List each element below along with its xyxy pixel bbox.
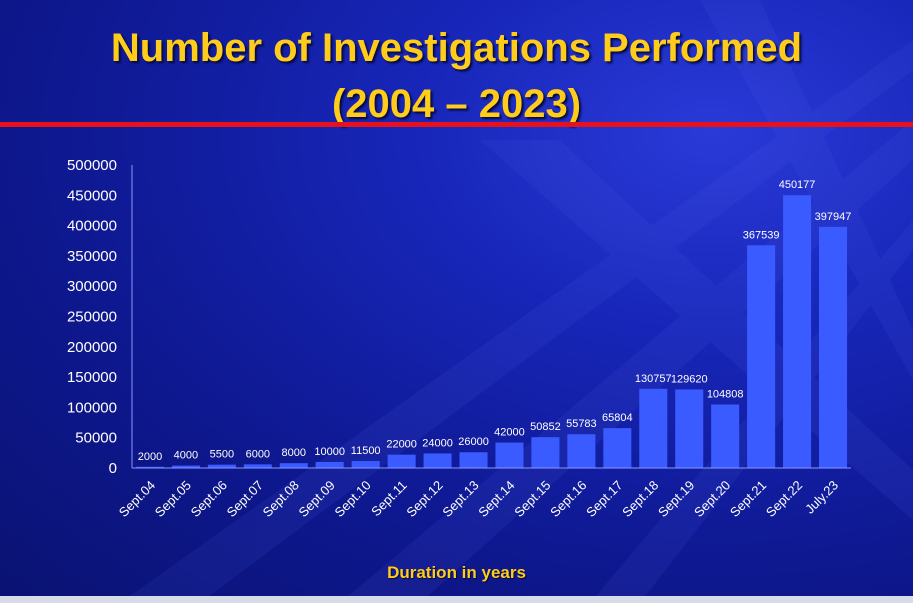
x-tick-label: Sept.21 [727, 478, 769, 520]
data-labels: 2000 4000 5500 6000 8000 10000 11500 22000 24000… [138, 179, 852, 463]
bar [459, 452, 488, 468]
bar [747, 245, 776, 468]
bar [783, 195, 812, 468]
y-tick-label: 200000 [67, 339, 117, 356]
x-tick-label: Sept.08 [260, 478, 302, 520]
bar [135, 466, 164, 468]
x-tick-label: Sept.12 [403, 478, 445, 520]
bar-data-label: 11500 [351, 445, 381, 457]
x-tick-label: Sept.13 [439, 478, 481, 520]
bar [207, 464, 236, 468]
bar [315, 461, 344, 468]
x-tick-label: Sept.16 [547, 478, 589, 520]
y-tick-label: 50000 [75, 430, 117, 447]
x-tick-label: Sept.17 [583, 478, 625, 520]
bar-data-label: 8000 [282, 447, 306, 459]
x-tick-label: Sept.18 [619, 478, 661, 520]
bar-data-label: 6000 [246, 448, 270, 460]
x-axis-label: Duration in years [387, 563, 526, 582]
bar [387, 454, 416, 468]
x-tick-label: Sept.05 [152, 478, 194, 520]
bar-data-label: 367539 [743, 229, 780, 241]
bar-data-label: 450177 [779, 179, 816, 191]
x-tick-label: Sept.07 [224, 478, 266, 520]
x-tick-label: Sept.06 [188, 478, 230, 520]
bar [423, 453, 452, 468]
chart-title: Number of Investigations Performed (2004… [0, 20, 913, 132]
y-tick-label: 500000 [67, 157, 117, 174]
bar [675, 389, 704, 468]
x-tick-label: Sept.20 [691, 478, 733, 520]
bar-data-label: 55783 [566, 418, 597, 430]
bar [711, 404, 740, 468]
bar [495, 442, 524, 468]
bar-data-label: 104808 [707, 388, 744, 400]
x-tick-label: Sept.19 [655, 478, 697, 520]
bar-data-label: 4000 [174, 450, 198, 462]
bar [531, 437, 560, 468]
bar-data-label: 5500 [210, 449, 234, 461]
bar [603, 428, 632, 468]
y-tick-label: 250000 [67, 309, 117, 326]
y-tick-label: 100000 [67, 399, 117, 416]
y-axis: 0 50000 100000 150000 200000 250000 300000 3500… [67, 157, 133, 477]
chart-title-line-2: (2004 – 2023) [331, 82, 582, 126]
bar [351, 461, 380, 468]
bar-data-label: 26000 [458, 436, 489, 448]
bar-data-label: 129620 [671, 373, 708, 385]
y-tick-label: 350000 [67, 248, 117, 265]
x-tick-label: Sept.14 [475, 478, 517, 520]
x-tick-label: Sept.22 [763, 478, 805, 520]
x-tick-label: Sept.09 [296, 478, 338, 520]
slide-bottom-strip [0, 596, 913, 603]
bar-data-label: 24000 [422, 437, 453, 449]
bar-data-label: 397947 [815, 211, 852, 223]
bar [567, 434, 596, 468]
bar-data-label: 22000 [386, 439, 417, 451]
x-tick-label: July.23 [802, 478, 841, 517]
y-tick-label: 0 [109, 460, 117, 477]
bar [639, 388, 668, 468]
bar-data-label: 65804 [602, 412, 633, 424]
bar-data-label: 130757 [635, 373, 672, 385]
bar [279, 463, 308, 468]
y-tick-label: 300000 [67, 278, 117, 295]
bar-data-label: 10000 [314, 446, 345, 458]
bar-data-label: 2000 [138, 451, 162, 463]
x-tick-label: Sept.11 [368, 478, 410, 520]
bar [243, 464, 272, 468]
x-tick-label: Sept.10 [331, 478, 373, 520]
y-tick-label: 150000 [67, 369, 117, 386]
bar [171, 465, 200, 468]
chart-title-line-1: Number of Investigations Performed [110, 26, 803, 70]
x-tick-label: Sept.15 [511, 478, 553, 520]
bar-data-label: 50852 [530, 421, 561, 433]
bar [819, 226, 848, 468]
title-divider [0, 122, 913, 127]
y-tick-label: 400000 [67, 218, 117, 235]
x-tick-label: Sept.04 [116, 478, 158, 520]
bar-data-label: 42000 [494, 427, 525, 439]
x-axis: Sept.04Sept.05Sept.06Sept.07Sept.08Sept.… [116, 467, 851, 520]
bars [135, 195, 848, 468]
y-tick-label: 450000 [67, 187, 117, 204]
